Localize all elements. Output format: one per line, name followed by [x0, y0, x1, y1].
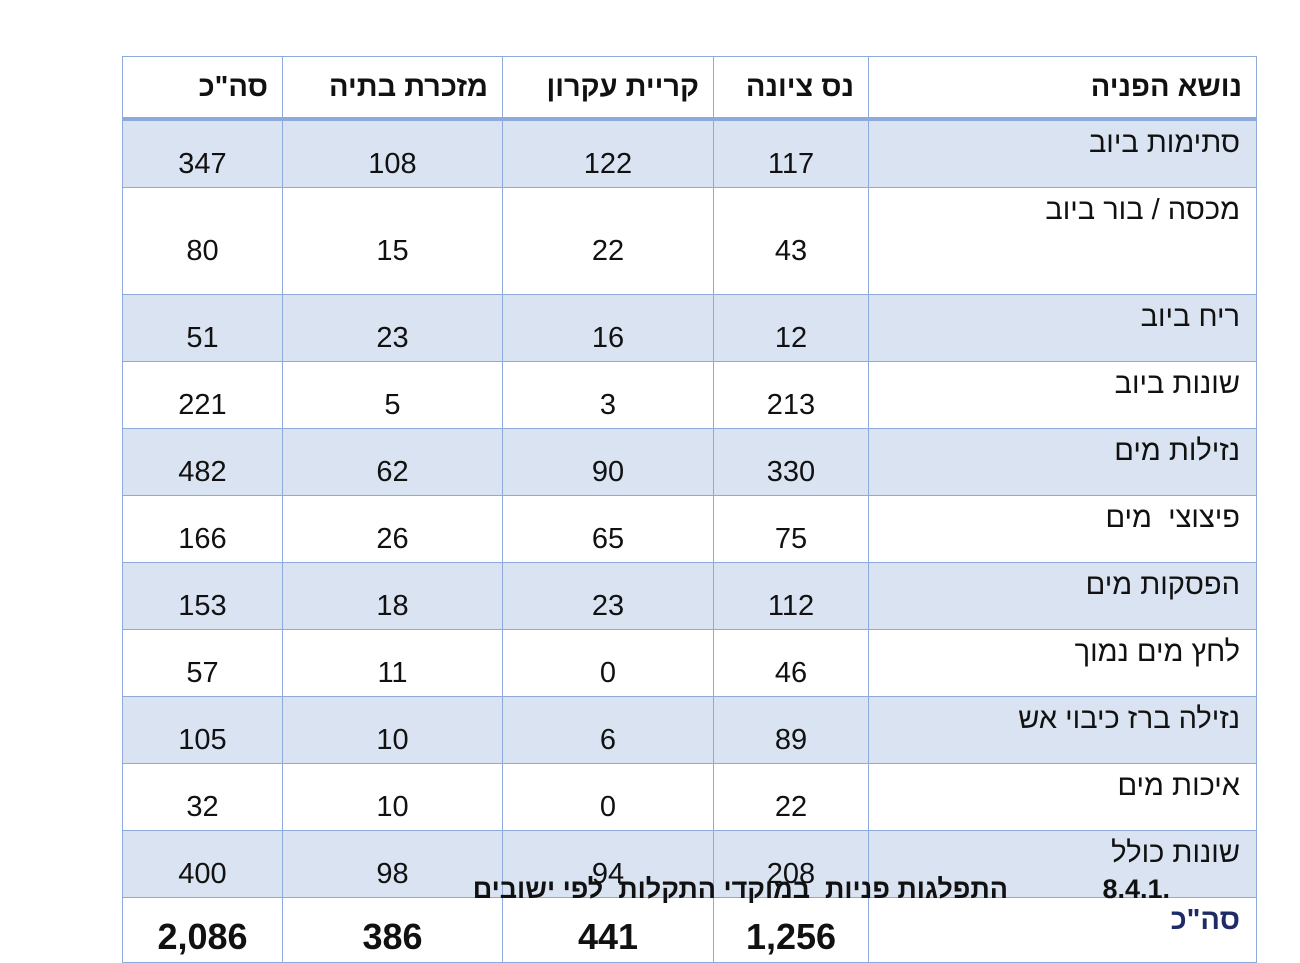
- table-row: פיצוצי מים 75 65 26 166: [122, 495, 1257, 563]
- cell-total: 51: [122, 294, 283, 362]
- table-row: נזילות מים 330 90 62 482: [122, 428, 1257, 496]
- cell-kiryat-ekron: 6: [502, 696, 714, 764]
- table-caption: 8.4.1. התפלגות פניות במוקדי התקלות לפי י…: [300, 872, 1180, 912]
- cell-total: 80: [122, 187, 283, 295]
- complaints-table-container: נושא הפניה נס ציונה קריית עקרון מזכרת בת…: [122, 56, 1257, 963]
- cell-kiryat-ekron: 65: [502, 495, 714, 563]
- cell-total: 400: [122, 830, 283, 898]
- cell-total: 166: [122, 495, 283, 563]
- table-row: איכות מים 22 0 10 32: [122, 763, 1257, 831]
- row-topic: נזילות מים: [868, 428, 1257, 496]
- header-mazkeret-batya: מזכרת בתיה: [282, 56, 503, 121]
- cell-mazkeret-batya: 10: [282, 696, 503, 764]
- cell-kiryat-ekron: 3: [502, 361, 714, 429]
- row-topic: נזילה ברז כיבוי אש: [868, 696, 1257, 764]
- header-kiryat-ekron: קריית עקרון: [502, 56, 714, 121]
- cell-nes-ziona: 112: [713, 562, 869, 630]
- table-row: שונות כולל 208 94 98 400: [122, 830, 1257, 898]
- cell-nes-ziona: 117: [713, 118, 869, 188]
- cell-nes-ziona: 75: [713, 495, 869, 563]
- row-topic: סתימות ביוב: [868, 118, 1257, 188]
- cell-nes-ziona: 89: [713, 696, 869, 764]
- row-topic: פיצוצי מים: [868, 495, 1257, 563]
- complaints-table: נושא הפניה נס ציונה קריית עקרון מזכרת בת…: [122, 56, 1257, 963]
- cell-mazkeret-batya: 11: [282, 629, 503, 697]
- cell-nes-ziona: 46: [713, 629, 869, 697]
- cell-nes-ziona: 213: [713, 361, 869, 429]
- caption-text: התפלגות פניות במוקדי התקלות לפי ישובים: [472, 874, 1008, 904]
- cell-total: 32: [122, 763, 283, 831]
- cell-nes-ziona: 330: [713, 428, 869, 496]
- cell-mazkeret-batya: 108: [282, 118, 503, 188]
- cell-kiryat-ekron: 22: [502, 187, 714, 295]
- caption-number: 8.4.1.: [1102, 874, 1170, 904]
- cell-mazkeret-batya: 98: [282, 830, 503, 898]
- cell-kiryat-ekron: 0: [502, 629, 714, 697]
- cell-kiryat-ekron: 90: [502, 428, 714, 496]
- cell-mazkeret-batya: 62: [282, 428, 503, 496]
- cell-total: 105: [122, 696, 283, 764]
- row-topic: שונות כולל: [868, 830, 1257, 898]
- cell-total: 482: [122, 428, 283, 496]
- cell-mazkeret-batya: 26: [282, 495, 503, 563]
- cell-mazkeret-batya: 10: [282, 763, 503, 831]
- row-topic: שונות ביוב: [868, 361, 1257, 429]
- table-row: נזילה ברז כיבוי אש 89 6 10 105: [122, 696, 1257, 764]
- cell-kiryat-ekron: 16: [502, 294, 714, 362]
- cell-kiryat-ekron: 122: [502, 118, 714, 188]
- row-topic: מכסה / בור ביוב: [868, 187, 1257, 295]
- row-topic: ריח ביוב: [868, 294, 1257, 362]
- row-topic: איכות מים: [868, 763, 1257, 831]
- cell-total: 153: [122, 562, 283, 630]
- cell-mazkeret-batya: 23: [282, 294, 503, 362]
- row-topic: הפסקות מים: [868, 562, 1257, 630]
- table-header-row: נושא הפניה נס ציונה קריית עקרון מזכרת בת…: [122, 56, 1257, 121]
- cell-total: 57: [122, 629, 283, 697]
- header-total: סה"כ: [122, 56, 283, 121]
- cell-total: 221: [122, 361, 283, 429]
- table-row: לחץ מים נמוך 46 0 11 57: [122, 629, 1257, 697]
- table-row: סתימות ביוב 117 122 108 347: [122, 118, 1257, 188]
- header-nes-ziona: נס ציונה: [713, 56, 869, 121]
- cell-nes-ziona: 208: [713, 830, 869, 898]
- cell-mazkeret-batya: 5: [282, 361, 503, 429]
- cell-mazkeret-batya: 18: [282, 562, 503, 630]
- row-topic: לחץ מים נמוך: [868, 629, 1257, 697]
- cell-nes-ziona: 12: [713, 294, 869, 362]
- total-grand: 2,086: [122, 897, 283, 963]
- table-row: שונות ביוב 213 3 5 221: [122, 361, 1257, 429]
- cell-mazkeret-batya: 15: [282, 187, 503, 295]
- cell-kiryat-ekron: 23: [502, 562, 714, 630]
- table-row: מכסה / בור ביוב 43 22 15 80: [122, 187, 1257, 295]
- table-row: ריח ביוב 12 16 23 51: [122, 294, 1257, 362]
- cell-nes-ziona: 43: [713, 187, 869, 295]
- table-row: הפסקות מים 112 23 18 153: [122, 562, 1257, 630]
- cell-total: 347: [122, 118, 283, 188]
- header-topic: נושא הפניה: [868, 56, 1257, 121]
- cell-kiryat-ekron: 0: [502, 763, 714, 831]
- cell-nes-ziona: 22: [713, 763, 869, 831]
